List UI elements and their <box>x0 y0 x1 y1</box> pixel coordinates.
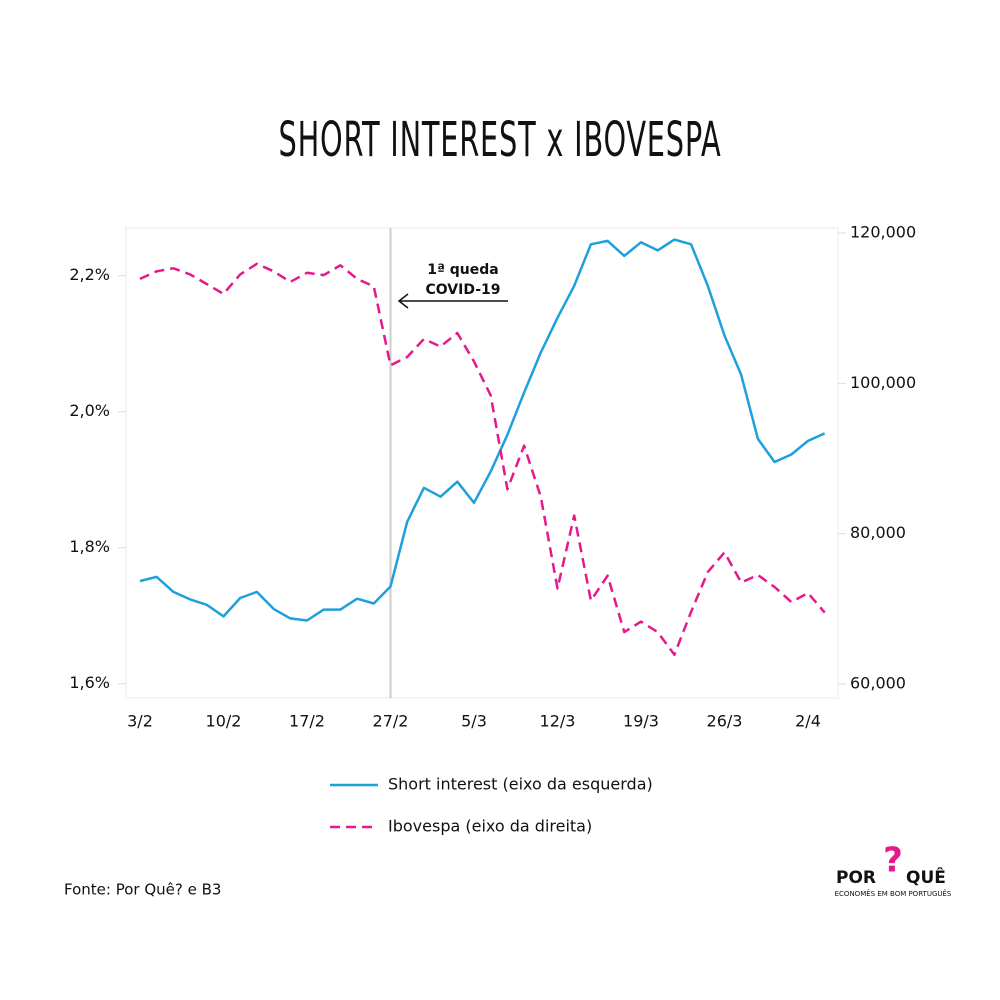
legend-label: Short interest (eixo da esquerda) <box>388 775 653 794</box>
series-line <box>139 238 826 622</box>
y2-tick-label: 80,000 <box>850 523 906 542</box>
annotation-arrowhead <box>397 293 409 309</box>
logo-mark: ? <box>883 841 903 881</box>
annotation-line: COVID-19 <box>425 282 500 298</box>
x-tick-label: 12/3 <box>540 712 576 731</box>
annotation-line: 1ª queda <box>427 262 498 278</box>
logo-tagline: ECONOMÊS EM BOM PORTUGUÊS <box>835 889 952 898</box>
logo-right: QUÊ <box>906 866 946 888</box>
x-tick-label: 2/4 <box>795 712 821 731</box>
y-tick-label: 2,2% <box>69 265 110 284</box>
x-tick-label: 27/2 <box>373 712 409 731</box>
x-tick-label: 19/3 <box>623 712 659 731</box>
x-tick-label: 10/2 <box>206 712 242 731</box>
x-tick-label: 3/2 <box>127 712 153 731</box>
logo: POR ? QUÊ ECONOMÊS EM BOM PORTUGUÊS <box>835 841 952 899</box>
plot-frame <box>125 227 839 699</box>
y2-tick-label: 120,000 <box>850 223 916 242</box>
legend-label: Ibovespa (eixo da direita) <box>388 817 592 836</box>
source: Fonte: Por Quê? e B3 <box>64 881 221 899</box>
logo-left: POR <box>836 868 876 888</box>
x-tick-label: 26/3 <box>707 712 743 731</box>
series-line <box>139 262 826 656</box>
chart-title: SHORT INTEREST x IBOVESPA <box>279 111 722 167</box>
y-tick-label: 1,6% <box>69 673 110 692</box>
annotation: 1ª queda COVID-19 <box>425 262 500 298</box>
y-tick-label: 1,8% <box>69 537 110 556</box>
y2-tick-label: 100,000 <box>850 373 916 392</box>
y-tick-label: 2,0% <box>69 401 110 420</box>
x-tick-label: 5/3 <box>461 712 487 731</box>
x-tick-label: 17/2 <box>289 712 325 731</box>
y2-tick-label: 60,000 <box>850 673 906 692</box>
